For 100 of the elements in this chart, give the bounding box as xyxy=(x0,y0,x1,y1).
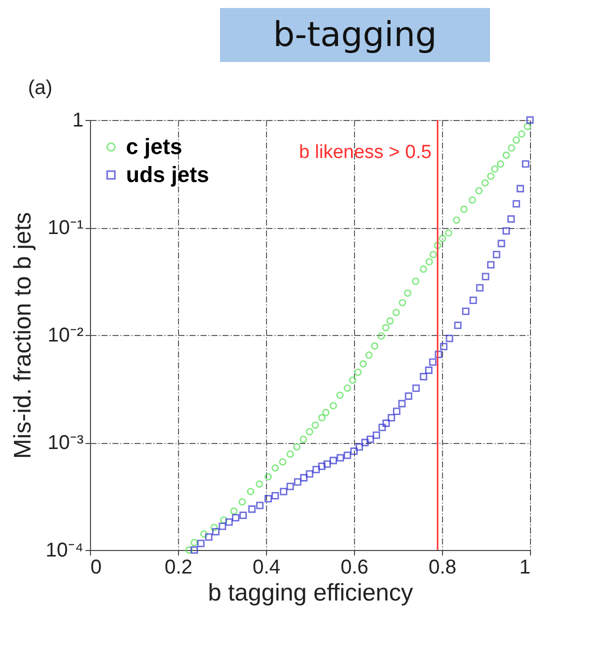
point xyxy=(279,458,286,466)
point xyxy=(404,392,412,400)
point xyxy=(420,265,428,273)
point xyxy=(526,116,534,124)
point xyxy=(232,514,240,522)
point xyxy=(205,533,212,541)
point xyxy=(522,160,530,168)
point xyxy=(239,512,247,520)
point xyxy=(318,414,326,422)
x-tick-label: 0 xyxy=(90,556,102,578)
point xyxy=(388,414,396,422)
point xyxy=(360,360,367,368)
point xyxy=(323,460,331,468)
point xyxy=(330,402,338,410)
point xyxy=(468,196,476,204)
y-tick-label: 10⁻¹ xyxy=(48,217,84,239)
point xyxy=(524,122,532,130)
point xyxy=(354,368,362,376)
point xyxy=(286,450,294,458)
point xyxy=(425,366,432,374)
point xyxy=(516,184,524,192)
point xyxy=(272,492,279,500)
y-tick-label: 10⁻⁴ xyxy=(46,540,84,562)
point xyxy=(256,502,264,510)
point xyxy=(386,317,394,325)
point xyxy=(518,130,526,138)
point xyxy=(392,408,400,416)
point xyxy=(434,350,442,358)
x-tick-label: 0.6 xyxy=(340,556,368,578)
point xyxy=(230,507,238,515)
point xyxy=(318,462,326,470)
point xyxy=(264,495,272,502)
point xyxy=(378,332,385,340)
point xyxy=(392,308,400,316)
point xyxy=(246,488,254,496)
point xyxy=(482,272,490,280)
point xyxy=(404,289,412,297)
point xyxy=(322,408,330,416)
point xyxy=(306,428,314,436)
point xyxy=(452,216,460,224)
point xyxy=(420,372,428,380)
point xyxy=(238,498,246,506)
point xyxy=(365,351,373,359)
point xyxy=(398,400,406,408)
point xyxy=(502,227,510,235)
point xyxy=(444,229,452,237)
point xyxy=(507,215,515,223)
point xyxy=(481,179,489,187)
point xyxy=(336,454,344,462)
point xyxy=(372,431,380,439)
legend-label: uds jets xyxy=(126,162,210,187)
legend-label: c jets xyxy=(126,134,182,159)
point xyxy=(454,322,462,330)
point xyxy=(475,186,483,194)
y-tick-label: 1 xyxy=(72,110,84,132)
point xyxy=(350,448,358,455)
point xyxy=(344,384,352,392)
chart-title: b-tagging xyxy=(273,15,437,55)
point xyxy=(272,464,279,472)
point xyxy=(496,160,504,168)
point xyxy=(429,358,436,366)
point xyxy=(440,342,448,350)
x-tick-label: 0.4 xyxy=(252,556,280,578)
point xyxy=(212,528,220,536)
point xyxy=(356,443,363,451)
point xyxy=(312,466,320,474)
x-axis-title: b tagging efficiency xyxy=(208,580,414,606)
point xyxy=(190,546,198,554)
text: (a) xyxy=(28,77,52,99)
point xyxy=(220,516,228,524)
y-tick-label: 10⁻³ xyxy=(48,432,84,454)
point xyxy=(487,172,495,180)
point xyxy=(382,324,390,332)
point xyxy=(256,480,264,488)
point xyxy=(512,136,520,144)
point xyxy=(398,298,406,306)
point xyxy=(312,421,319,429)
point xyxy=(491,165,498,173)
point xyxy=(225,518,233,526)
point xyxy=(293,443,300,451)
point xyxy=(336,392,344,399)
point xyxy=(508,144,516,152)
point xyxy=(487,261,495,268)
point xyxy=(446,334,454,342)
point xyxy=(286,482,294,490)
point xyxy=(460,206,468,213)
point xyxy=(512,200,520,208)
point xyxy=(190,538,198,546)
point xyxy=(185,546,193,554)
point xyxy=(361,438,369,446)
point xyxy=(378,424,386,432)
y-axis-title: Mis-id. fraction to b jets xyxy=(10,212,37,459)
point xyxy=(218,522,226,530)
y-tick-label: 10⁻² xyxy=(48,324,84,346)
point xyxy=(430,250,437,258)
point xyxy=(197,540,205,548)
x-tick-label: 0.2 xyxy=(164,556,192,578)
point xyxy=(434,242,442,250)
x-tick-label: 0.8 xyxy=(428,556,456,578)
point xyxy=(438,234,446,242)
